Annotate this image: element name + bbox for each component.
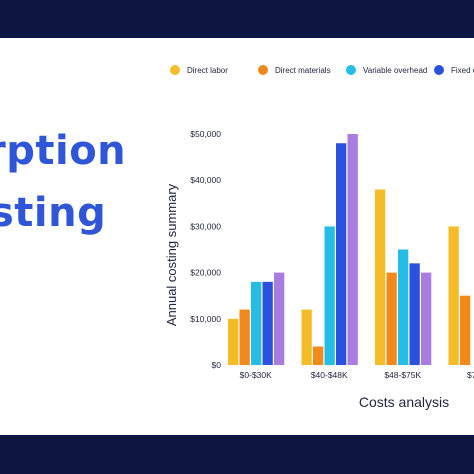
legend-swatch [170, 65, 180, 75]
bar [239, 309, 250, 365]
headline-line-1: rption [0, 128, 127, 174]
y-tick-label: $50,000 [190, 129, 221, 139]
bar [274, 272, 285, 365]
bar [347, 134, 358, 365]
y-tick-label: $0 [212, 360, 222, 370]
x-tick-label: $0-$30K [240, 370, 272, 380]
x-axis-label: Costs analysis [359, 394, 449, 410]
bars-group [228, 134, 471, 365]
y-tick-label: $40,000 [190, 175, 221, 185]
y-axis-label: Annual costing summary [164, 183, 179, 326]
headline-line-2: sting [0, 190, 107, 236]
y-tick-label: $30,000 [190, 221, 221, 231]
bar [398, 249, 409, 365]
x-tick-label: $75k [467, 370, 474, 380]
y-tick-label: $10,000 [190, 314, 221, 324]
chart-legend: Direct labor Direct materials Variable ove… [170, 65, 474, 75]
y-tick-label: $20,000 [190, 268, 221, 278]
bar [228, 318, 239, 365]
x-tick-label: $48-$75K [384, 370, 421, 380]
bar [448, 226, 459, 365]
legend-label: Direct labor [187, 66, 228, 75]
bar [324, 226, 335, 365]
bar [386, 272, 397, 365]
bar [313, 346, 324, 365]
bar [421, 272, 432, 365]
bar [251, 281, 262, 365]
bar [336, 143, 347, 365]
legend-label: Direct materials [275, 66, 331, 75]
legend-label: Variable overhead [363, 66, 427, 75]
bar [262, 281, 273, 365]
top-banner [0, 0, 474, 38]
legend-label: Fixed e [451, 66, 474, 75]
bar [375, 189, 386, 365]
x-tick-label: $40-$48K [311, 370, 348, 380]
legend-swatch [258, 65, 268, 75]
bar [301, 309, 312, 365]
x-axis: $0-$30K $40-$48K $48-$75K $75k [240, 370, 474, 380]
y-axis: $0 $10,000 $20,000 $30,000 $40,000 $50,000 [190, 129, 221, 370]
bar [409, 263, 420, 365]
legend-swatch [434, 65, 444, 75]
slide-panel: rption sting [0, 38, 474, 435]
bottom-banner [0, 435, 474, 474]
bar [460, 295, 471, 365]
legend-swatch [346, 65, 356, 75]
